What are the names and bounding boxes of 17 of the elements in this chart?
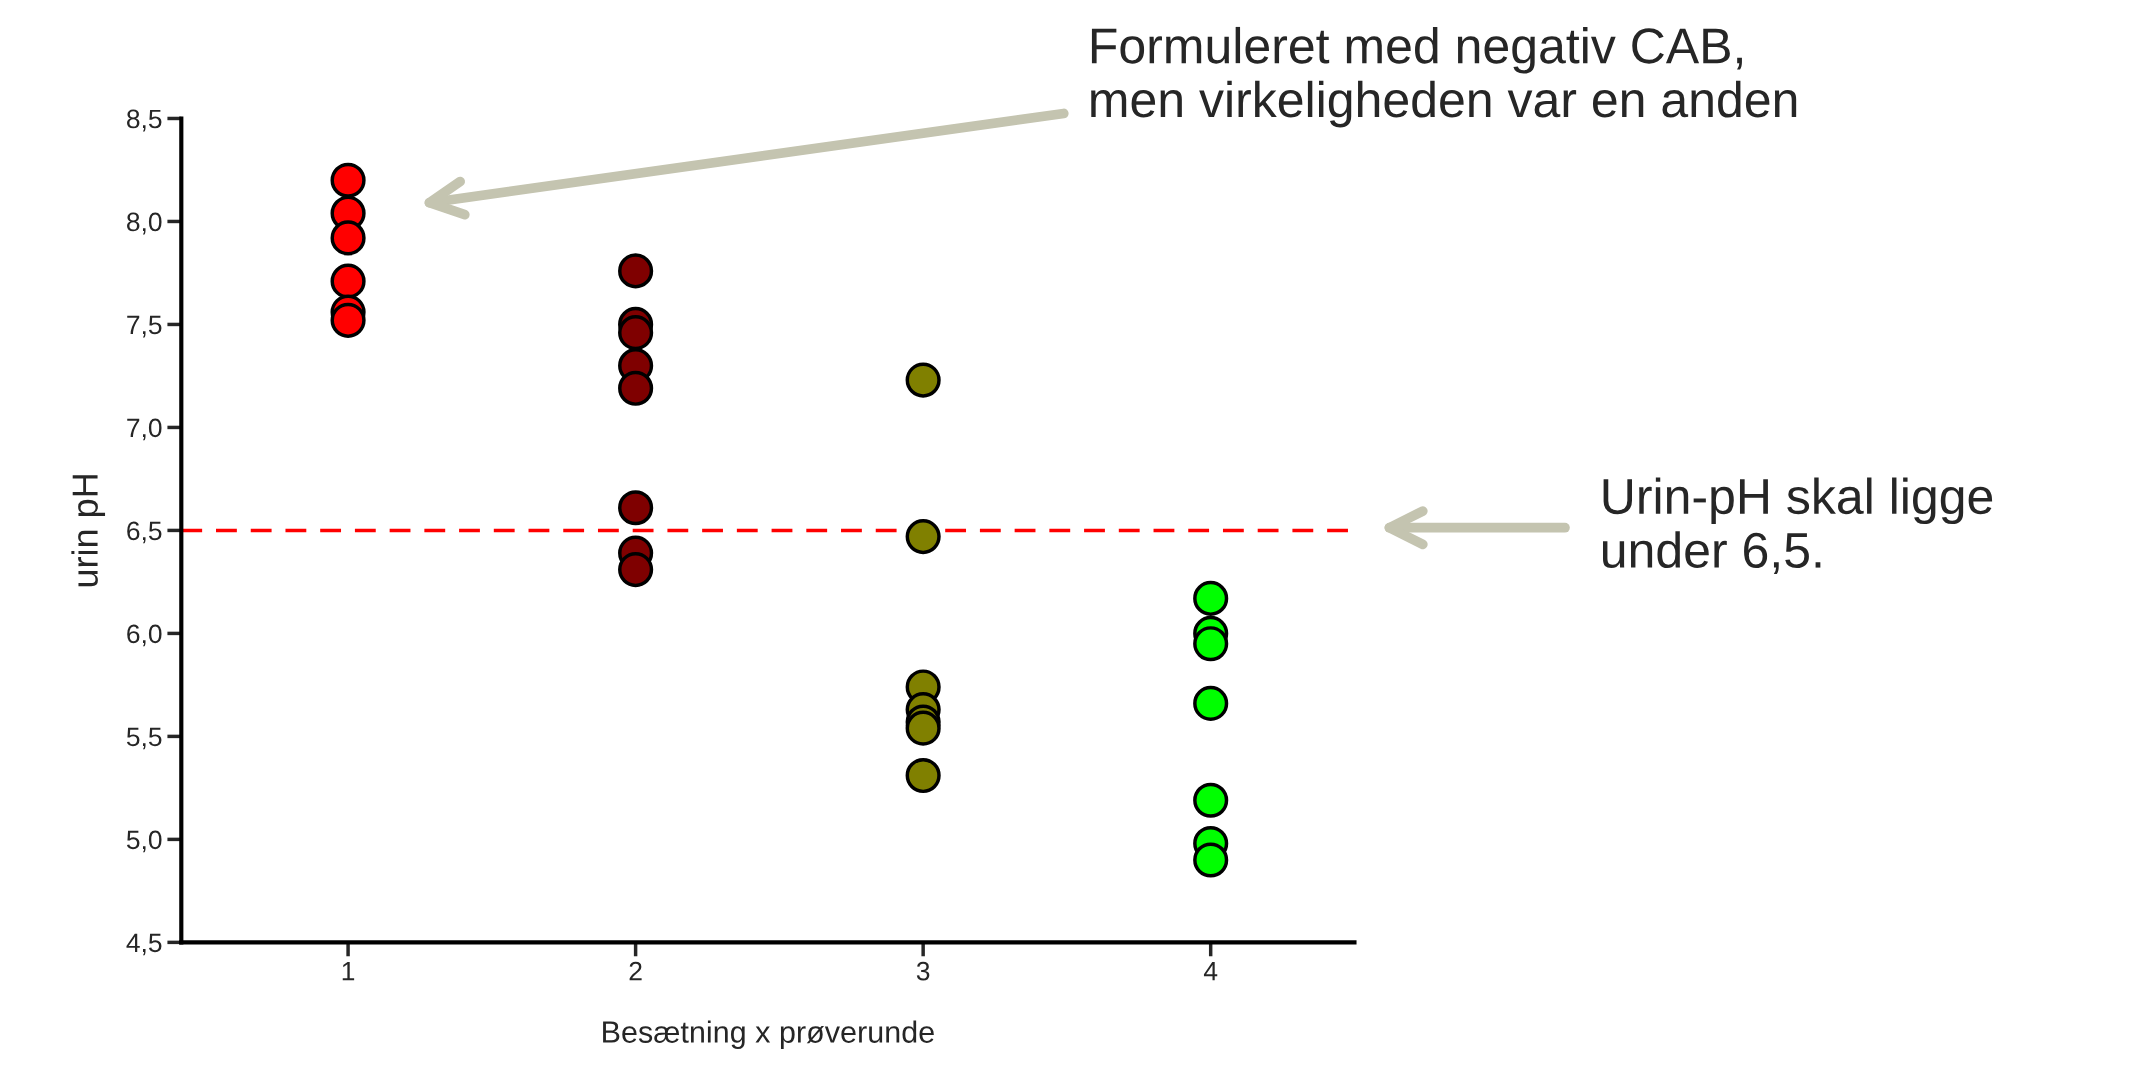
y-axis-title: urin pH bbox=[71, 475, 106, 587]
annotation: Formuleret med negativ CAB, men virkeligheden var en anden bbox=[1091, 26, 1797, 128]
y-tick-label: 8,5 bbox=[127, 109, 162, 132]
y-tick-label: 4,5 bbox=[126, 933, 162, 956]
x-tick-label: 1 bbox=[342, 962, 355, 981]
x-tick-label: 2 bbox=[629, 961, 642, 981]
y-tick-label: 5,0 bbox=[126, 830, 162, 853]
y-tick-label: 5,5 bbox=[126, 727, 162, 750]
y-tick-label: 8,0 bbox=[127, 212, 162, 235]
x-tick-label: 3 bbox=[916, 961, 930, 981]
x-tick-label: 4 bbox=[1203, 962, 1218, 981]
y-tick-label: 6,5 bbox=[127, 521, 162, 544]
y-tick-label: 7,5 bbox=[127, 315, 162, 338]
y-tick-label: 6,0 bbox=[127, 624, 162, 647]
x-axis-title: Besætning x prøverunde bbox=[603, 1020, 934, 1049]
y-tick-label: 7,0 bbox=[127, 418, 162, 441]
text: Urin-pH skal ligge under 6,5. bbox=[1603, 477, 1993, 574]
